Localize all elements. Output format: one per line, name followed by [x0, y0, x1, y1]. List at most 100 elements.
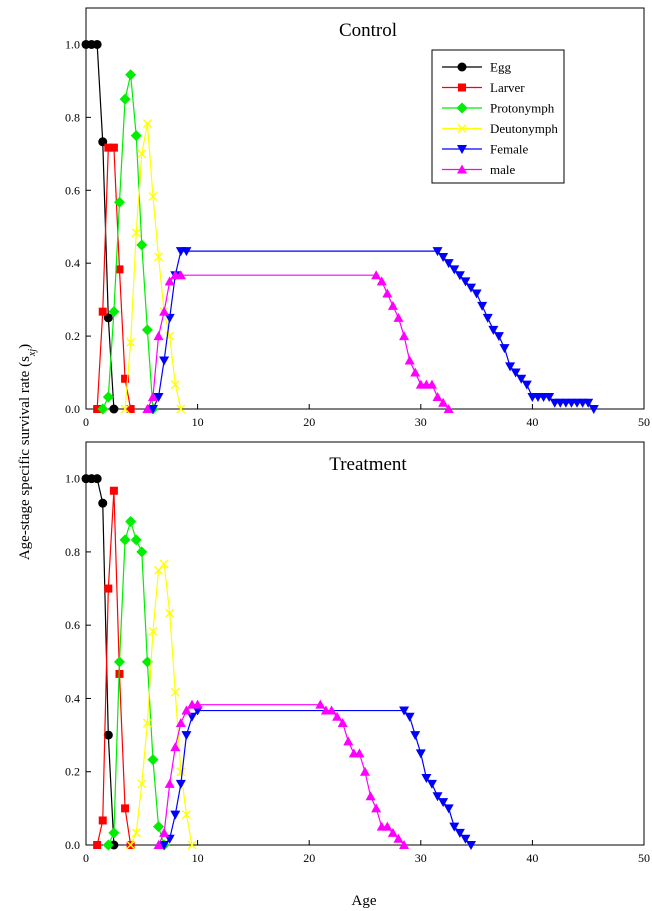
y-tick-label: 0.6 [65, 183, 80, 197]
data-point-deutonymph [126, 840, 136, 850]
data-point-female [399, 706, 410, 716]
data-point-female [404, 712, 415, 722]
data-point-larver [121, 804, 130, 813]
data-point-female [192, 706, 203, 716]
data-point-female [477, 301, 488, 311]
data-point-larver [104, 584, 113, 593]
x-tick-label: 40 [526, 415, 538, 429]
data-point-protonymph [130, 130, 142, 142]
data-point-male [443, 404, 454, 413]
data-point-deutonymph [170, 380, 180, 390]
y-tick-label: 0.4 [65, 691, 80, 705]
data-point-male [315, 699, 326, 709]
series-line-protonymph [102, 74, 154, 410]
data-point-female [466, 841, 477, 850]
data-point-deutonymph [181, 810, 191, 820]
data-point-deutonymph [159, 559, 169, 569]
legend-entry-egg: Egg [442, 60, 511, 75]
data-point-male [399, 331, 410, 341]
data-point-female [147, 405, 158, 414]
data-point-protonymph [113, 196, 125, 208]
data-point-male [170, 742, 181, 752]
legend-marker [456, 102, 468, 114]
y-axis-label: Age-stage specific survival rate (sxj) [17, 344, 38, 560]
data-point-protonymph [130, 534, 142, 546]
series-line-deutonymph [124, 123, 182, 410]
y-tick-label: 0.4 [65, 256, 80, 270]
legend-label: male [490, 162, 515, 177]
y-tick-label: 0.2 [65, 765, 80, 779]
data-point-larver [109, 143, 118, 152]
legend-entry-protonymph: Protonymph [442, 101, 555, 116]
data-point-male [410, 367, 421, 377]
data-point-male [387, 300, 398, 310]
data-point-male [332, 711, 343, 721]
series-male [153, 699, 410, 849]
legend-label: Female [490, 142, 528, 157]
data-point-male [354, 748, 365, 758]
data-point-protonymph [125, 516, 137, 528]
data-point-deutonymph [126, 337, 136, 347]
data-point-female [187, 712, 198, 722]
x-tick-label: 30 [415, 851, 427, 865]
data-point-female [164, 313, 175, 323]
data-point-deutonymph [148, 191, 158, 201]
x-tick-label: 50 [638, 851, 650, 865]
x-tick-label: 20 [303, 415, 315, 429]
legend-marker [457, 145, 467, 154]
data-point-deutonymph [176, 404, 186, 414]
data-point-egg [109, 840, 119, 850]
data-point-female [499, 344, 510, 354]
data-point-male [343, 736, 354, 746]
y-tick-label: 0.2 [65, 329, 80, 343]
data-point-male [159, 306, 170, 316]
data-point-deutonymph [131, 228, 141, 238]
data-point-female [438, 798, 449, 808]
data-point-larver [98, 816, 107, 825]
legend-marker [457, 124, 467, 133]
data-point-egg [92, 474, 102, 484]
data-point-deutonymph [148, 626, 158, 636]
data-point-female [181, 731, 192, 741]
data-point-male [432, 391, 443, 401]
legend-box [431, 49, 565, 184]
legend-label: Egg [490, 60, 511, 75]
data-point-male [404, 355, 415, 365]
data-point-larver [93, 405, 102, 413]
data-point-deutonymph [131, 828, 141, 838]
y-tick-label: 0.8 [65, 110, 80, 124]
data-point-female [164, 834, 175, 844]
data-point-male [376, 276, 387, 286]
series-protonymph [102, 516, 170, 851]
data-point-egg [103, 730, 113, 740]
data-point-female [493, 332, 504, 342]
data-point-protonymph [136, 546, 148, 558]
panel-title: Treatment [329, 454, 407, 475]
series-larver [93, 143, 135, 413]
data-point-female [443, 259, 454, 269]
data-point-male [365, 791, 376, 801]
data-point-male [438, 397, 449, 407]
data-point-female [454, 828, 465, 838]
data-point-female [426, 779, 437, 789]
data-point-protonymph [97, 403, 109, 415]
data-point-male [147, 391, 158, 401]
data-point-female [415, 749, 426, 759]
data-point-deutonymph [120, 404, 130, 414]
data-point-male [399, 840, 410, 849]
data-point-female [443, 804, 454, 814]
data-point-protonymph [119, 93, 131, 105]
series-male [142, 270, 454, 413]
x-tick-label: 50 [638, 415, 650, 429]
data-point-male [175, 718, 186, 728]
data-point-male [192, 699, 203, 709]
series-egg [81, 474, 119, 850]
data-point-male [142, 404, 153, 413]
data-point-deutonymph [187, 840, 197, 850]
data-point-male [175, 270, 186, 280]
control-panel: 0 10 20 30 40 50 0.0 0.2 0.4 0.6 0.8 1.0 Control [65, 7, 650, 429]
data-point-male [360, 766, 370, 776]
data-point-protonymph [147, 754, 159, 766]
data-point-male [153, 840, 164, 849]
